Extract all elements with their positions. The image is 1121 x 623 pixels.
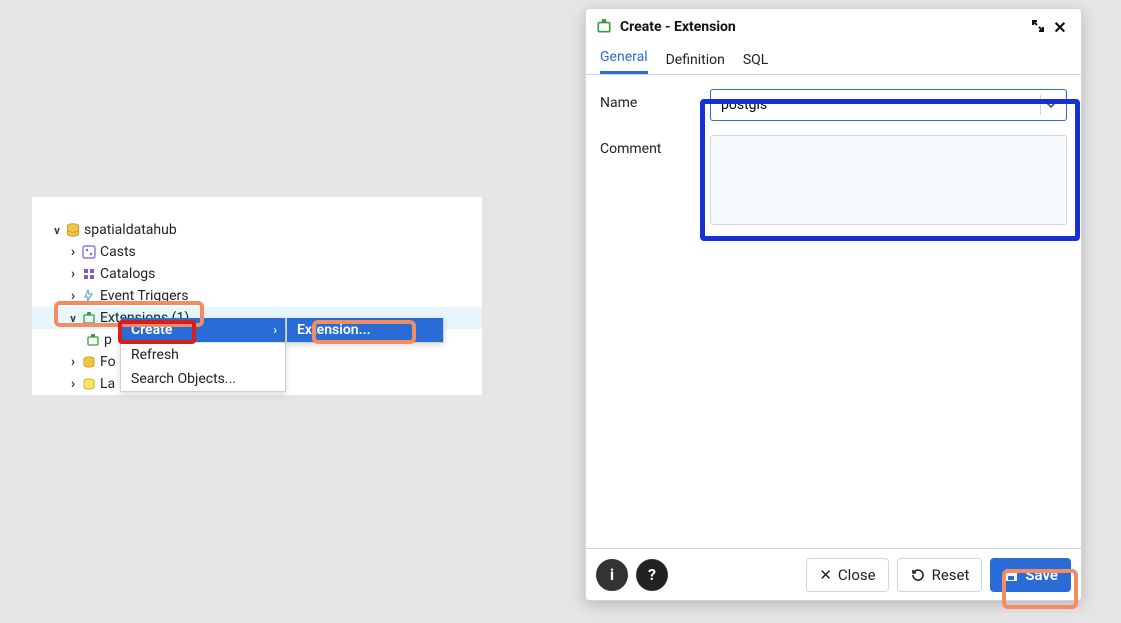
tree-label: Event Triggers (100, 289, 189, 303)
reset-icon (910, 567, 926, 583)
close-x-icon: ✕ (819, 566, 832, 584)
catalogs-icon (80, 265, 98, 283)
extensions-icon (80, 309, 98, 327)
tree-node-extension-item[interactable]: p (32, 329, 120, 351)
context-menu-label: Refresh (131, 348, 179, 362)
tree-label: Catalogs (100, 267, 155, 281)
context-submenu: Extension... (286, 318, 444, 343)
tree-label: La (100, 377, 115, 391)
dropdown-caret-icon[interactable] (1040, 95, 1060, 115)
save-button[interactable]: Save (990, 558, 1071, 592)
dialog-tabs: General Definition SQL (586, 45, 1081, 75)
context-submenu-extension[interactable]: Extension... (287, 318, 443, 342)
tree-label: Fo (100, 355, 116, 369)
context-menu-label: Search Objects... (131, 372, 236, 386)
chevron-down-icon[interactable] (50, 225, 64, 236)
tab-general[interactable]: General (600, 49, 648, 74)
tree-row-top-blank (32, 197, 482, 219)
tree-node-casts[interactable]: Casts (32, 241, 482, 263)
chevron-right-icon[interactable] (66, 267, 80, 281)
submenu-arrow-icon: › (273, 324, 277, 336)
chevron-right-icon[interactable] (66, 245, 80, 259)
expand-icon[interactable] (1027, 18, 1049, 37)
dialog-form: Name postgis Comment (586, 75, 1081, 548)
database-icon (64, 221, 82, 239)
tree-label: spatialdatahub (84, 223, 177, 237)
tree-node-foreign[interactable]: Fo (32, 351, 120, 373)
help-button[interactable]: ? (636, 559, 668, 591)
name-select[interactable]: postgis (710, 89, 1067, 121)
tab-label: General (600, 49, 648, 65)
form-row-comment: Comment (600, 135, 1067, 229)
button-label: Save (1025, 566, 1058, 584)
button-label: Reset (932, 566, 970, 584)
tab-label: Definition (666, 52, 725, 68)
create-extension-dialog: Create - Extension ✕ General Definition … (585, 8, 1082, 601)
chevron-down-icon[interactable] (66, 313, 80, 324)
tree-node-database[interactable]: spatialdatahub (32, 219, 482, 241)
languages-icon (80, 375, 98, 393)
label-name: Name (600, 89, 710, 111)
button-label: Close (838, 566, 876, 584)
dialog-footer: i ? ✕ Close Reset Save (586, 548, 1081, 600)
object-browser-tree: spatialdatahub Casts Catalogs Event Trig… (32, 197, 482, 395)
tab-label: SQL (743, 52, 768, 68)
tab-definition[interactable]: Definition (666, 52, 725, 74)
form-row-name: Name postgis (600, 89, 1067, 121)
context-menu-label: Create (131, 323, 172, 337)
close-icon[interactable]: ✕ (1049, 18, 1071, 37)
event-triggers-icon (80, 287, 98, 305)
close-button[interactable]: ✕ Close (806, 558, 888, 592)
comment-textarea[interactable] (710, 135, 1067, 225)
tree-label: p (104, 333, 112, 347)
help-icon: ? (648, 565, 656, 584)
name-select-value: postgis (721, 97, 767, 113)
dialog-titlebar: Create - Extension ✕ (586, 9, 1081, 45)
casts-icon (80, 243, 98, 261)
foreign-icon (80, 353, 98, 371)
tab-sql[interactable]: SQL (743, 52, 768, 74)
save-icon (1003, 567, 1019, 583)
extension-icon (596, 18, 614, 36)
chevron-right-icon[interactable] (66, 377, 80, 391)
context-menu-refresh[interactable]: Refresh (121, 343, 285, 367)
tree-node-event-triggers[interactable]: Event Triggers (32, 285, 482, 307)
info-button[interactable]: i (596, 559, 628, 591)
tree-label: Casts (100, 245, 136, 259)
info-icon: i (610, 565, 614, 584)
reset-button[interactable]: Reset (897, 558, 983, 592)
chevron-right-icon[interactable] (66, 289, 80, 303)
dialog-title: Create - Extension (620, 19, 736, 35)
chevron-right-icon[interactable] (66, 355, 80, 369)
context-submenu-label: Extension... (297, 323, 371, 337)
tree-node-catalogs[interactable]: Catalogs (32, 263, 482, 285)
tree-node-languages[interactable]: La (32, 373, 120, 395)
label-comment: Comment (600, 135, 710, 157)
context-menu-create[interactable]: Create › (121, 318, 285, 342)
context-menu-search-objects[interactable]: Search Objects... (121, 367, 285, 391)
context-menu: Create › Refresh Search Objects... (120, 318, 286, 392)
extension-item-icon (84, 331, 102, 349)
